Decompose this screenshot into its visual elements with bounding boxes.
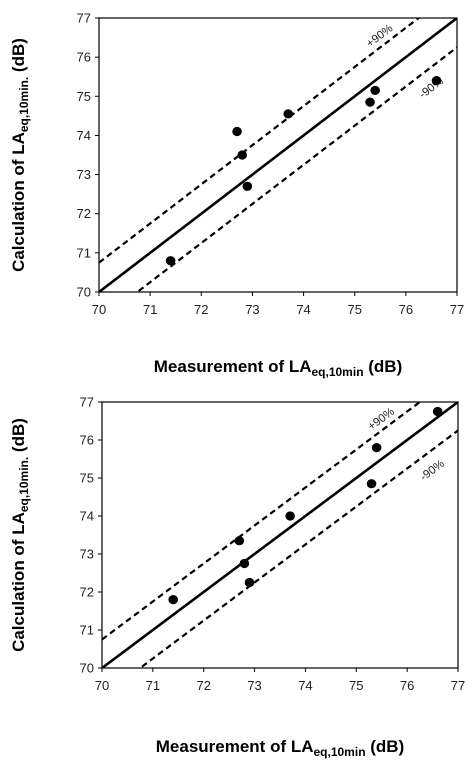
y-tick-label: 73: [80, 547, 94, 562]
y-tick-label: 76: [77, 50, 91, 65]
x-tick-label: 74: [296, 302, 310, 317]
plus-90-label: +90%: [366, 406, 397, 433]
x-tick-label: 71: [146, 678, 160, 693]
upper-90-line: [102, 402, 422, 641]
minus-90-label: -90%: [418, 458, 447, 484]
x-tick-label: 77: [451, 678, 465, 693]
x-axis-title: Measurement of LAeq,10min (dB): [156, 737, 405, 759]
minus-90-label: -90%: [417, 75, 446, 101]
y-axis-title: Calculation of LAeq,10min. (dB): [9, 38, 31, 272]
x-tick-label: 72: [196, 678, 210, 693]
x-tick-label: 73: [245, 302, 259, 317]
x-tick-label: 76: [400, 678, 414, 693]
plus-90-label: +90%: [364, 22, 395, 50]
lower-90-line: [135, 46, 457, 292]
data-point: [285, 511, 295, 521]
y-tick-label: 72: [77, 206, 91, 221]
x-tick-label: 75: [347, 302, 361, 317]
data-point: [234, 536, 245, 546]
data-point: [232, 126, 242, 137]
x-tick-label: 73: [247, 678, 261, 693]
x-tick-label: 75: [349, 678, 363, 693]
y-tick-label: 77: [77, 11, 91, 26]
y-tick-label: 71: [77, 245, 91, 260]
x-axis-title: Measurement of LAeq,10min (dB): [154, 357, 403, 379]
y-tick-label: 70: [77, 285, 91, 300]
x-tick-label: 76: [399, 302, 413, 317]
data-point: [366, 479, 377, 489]
scatter-chart-top: 70 71 72 73 74 75 76 77 70 71 72 73 74 75 76 77 +90% -90%…: [9, 11, 464, 380]
data-point: [242, 181, 253, 191]
y-tick-label: 77: [80, 395, 94, 410]
y-tick-label: 74: [80, 509, 94, 524]
identity-line: [102, 402, 458, 668]
x-tick-label: 77: [450, 302, 464, 317]
reference-lines: [102, 402, 458, 668]
data-point: [432, 406, 443, 417]
x-tick-label: 70: [95, 678, 109, 693]
x-tick-label: 72: [194, 302, 208, 317]
chart-top-svg: 70 71 72 73 74 75 76 77 70 71 72 73 74 75 76 77 +90% -90%…: [9, 11, 464, 380]
data-point: [239, 558, 250, 569]
scatter-chart-bottom: 70 71 72 73 74 75 76 77 70 71 72 73 74 75 76 77 +90% -90%…: [0, 382, 474, 764]
y-axis-title: Calculation of LAeq,10min. (dB): [9, 418, 31, 652]
y-tick-label: 70: [80, 661, 94, 676]
x-tick-label: 71: [143, 302, 157, 317]
x-tick-label: 74: [298, 678, 312, 693]
data-point: [371, 443, 382, 453]
data-point: [244, 577, 255, 588]
plot-frame: [101, 401, 459, 669]
data-point: [165, 256, 176, 266]
y-tick-label: 75: [80, 471, 94, 486]
identity-line: [99, 18, 457, 292]
x-tick-label: 70: [92, 302, 106, 317]
data-point: [168, 595, 178, 605]
chart-bottom-svg: 70 71 72 73 74 75 76 77 70 71 72 73 74 75 76 77 +90% -90%…: [9, 395, 465, 760]
data-point: [237, 150, 247, 160]
y-tick-label: 71: [80, 623, 94, 638]
y-tick-label: 72: [80, 585, 94, 600]
plot-frame: [98, 17, 458, 293]
reference-lines: [99, 18, 457, 292]
data-point: [365, 97, 375, 107]
data-point: [370, 85, 380, 96]
y-tick-label: 74: [77, 128, 91, 143]
y-tick-label: 75: [77, 89, 91, 104]
lower-90-line: [138, 429, 458, 668]
data-point: [431, 76, 442, 86]
y-tick-label: 73: [77, 167, 91, 182]
upper-90-line: [99, 18, 421, 264]
y-tick-label: 76: [80, 433, 94, 448]
data-point: [283, 109, 294, 119]
